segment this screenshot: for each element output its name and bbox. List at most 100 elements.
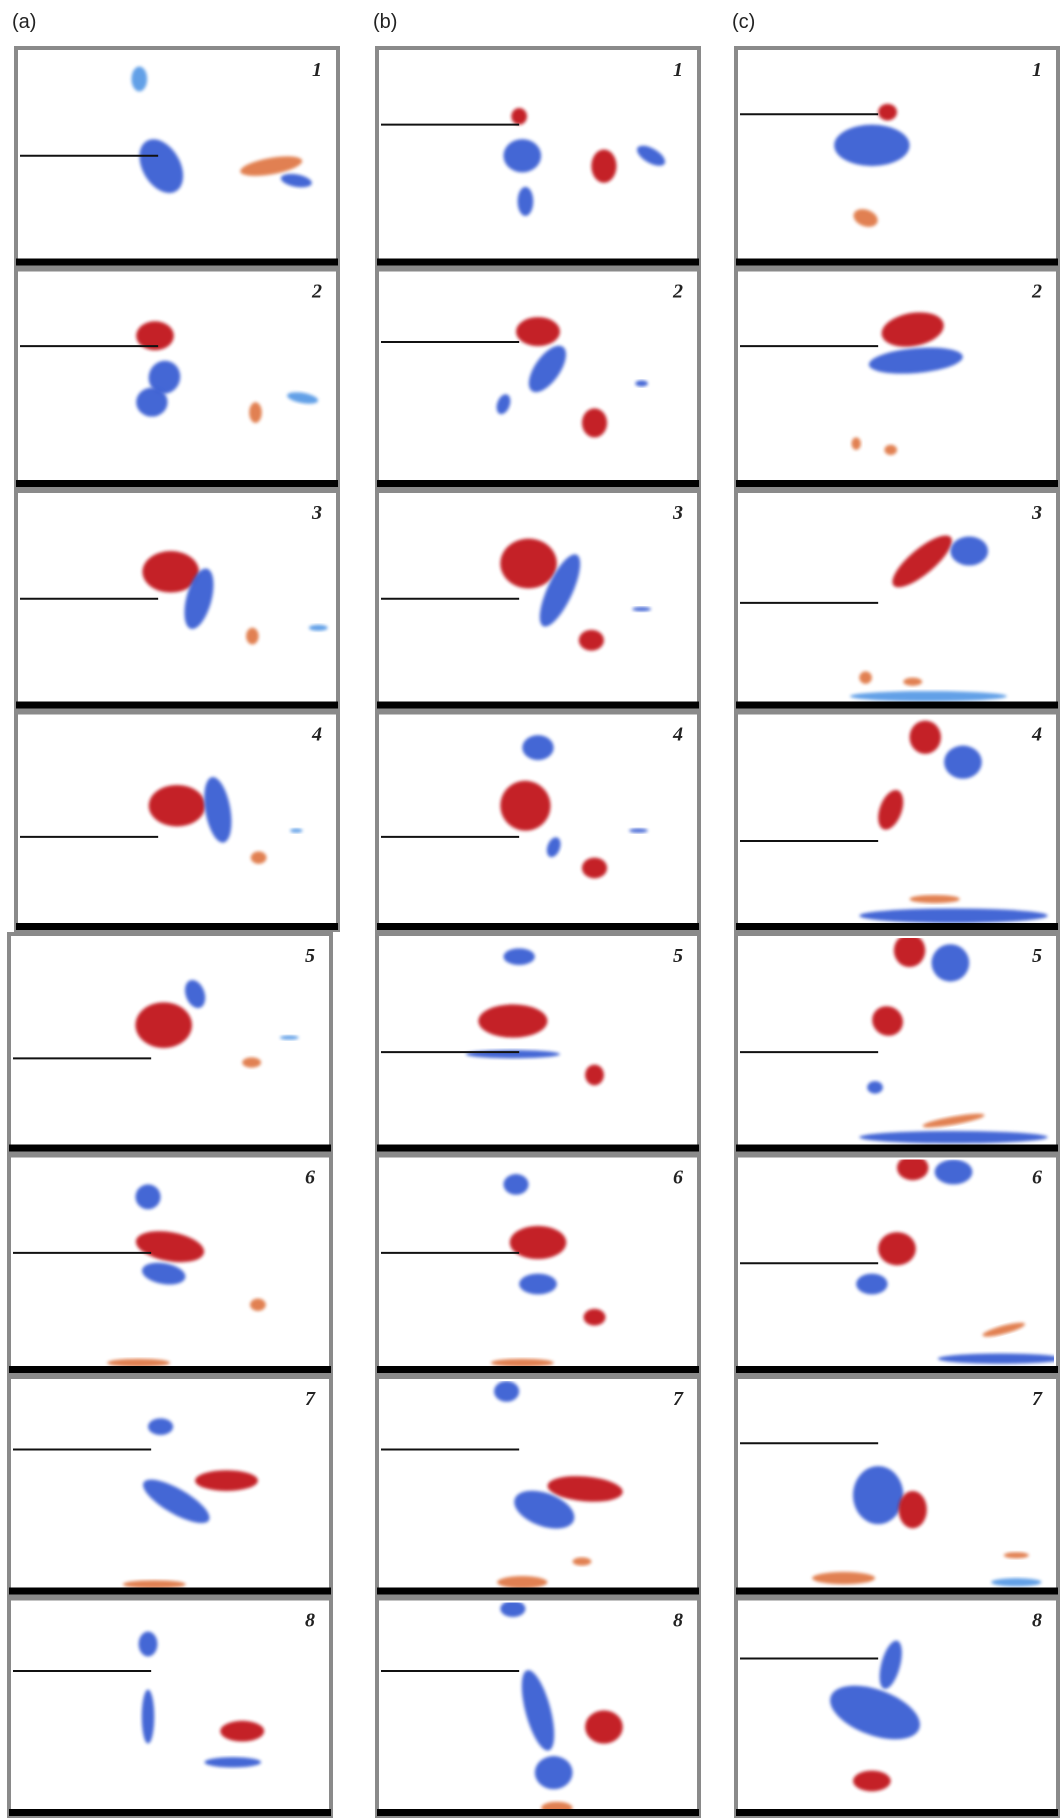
vortex-blob: [500, 780, 551, 831]
vortex-blob: [503, 948, 535, 965]
vortex-blob: [500, 538, 557, 589]
vortex-blob: [934, 1159, 973, 1185]
vortex-blob: [308, 624, 328, 631]
vortex-blob: [246, 627, 259, 645]
vortex-blob: [141, 1689, 155, 1744]
vortex-field: [107, 1184, 266, 1367]
vortex-blob: [853, 1770, 891, 1792]
vortex-blob: [240, 156, 303, 176]
vortex-blob: [148, 360, 181, 394]
ground: [377, 1366, 699, 1373]
vortex-blob: [581, 857, 608, 879]
vortex-blob: [497, 1576, 548, 1589]
ground: [16, 480, 338, 487]
vortex-blob: [585, 1064, 604, 1086]
ground: [9, 1809, 331, 1816]
vortex-blob: [591, 149, 617, 183]
ground: [377, 480, 699, 487]
vortex-blob: [250, 851, 267, 864]
vortex-blob: [500, 1602, 526, 1618]
panel: 1: [734, 46, 1060, 268]
panel: 2: [734, 267, 1060, 489]
vortex-blob: [184, 568, 214, 629]
vortex-blob: [922, 1113, 985, 1128]
vortex-blob: [287, 392, 319, 404]
vortex-field: [856, 1159, 1054, 1364]
vortex-blob: [290, 828, 303, 833]
vortex-blob: [581, 408, 608, 438]
vortex-blob: [521, 1670, 555, 1751]
vortex-blob: [937, 1353, 1054, 1364]
vortex-blob: [204, 1757, 262, 1768]
vortex-blob: [143, 1479, 210, 1524]
panel: 7: [7, 1375, 333, 1597]
vortex-blob: [135, 1231, 205, 1263]
vortex-blob: [250, 1298, 266, 1311]
vortex-blob: [853, 1466, 904, 1525]
vortex-blob: [138, 1631, 158, 1657]
ground: [736, 1587, 1058, 1595]
vortex-blob: [878, 1232, 916, 1266]
panel-number: 5: [305, 945, 315, 967]
vortex-field: [131, 66, 312, 193]
panel: 3: [375, 489, 701, 711]
vortex-blob: [204, 777, 232, 843]
vortex-blob: [878, 103, 898, 121]
vortex-field: [135, 980, 299, 1068]
vortex-blob: [931, 944, 970, 982]
panel-number: 6: [305, 1167, 315, 1189]
vortex-blob: [279, 1035, 299, 1040]
vortex-blob: [944, 745, 982, 779]
panel: 2: [14, 267, 340, 489]
vortex-blob: [898, 1490, 927, 1529]
vortex-blob: [148, 784, 206, 827]
panel: 5: [734, 932, 1060, 1154]
vortex-blob: [879, 1640, 902, 1689]
vortex-blob: [872, 1006, 903, 1036]
panel: 8: [7, 1596, 333, 1818]
panel-number: 1: [312, 59, 322, 81]
panel-number: 3: [1031, 502, 1042, 524]
vortex-blob: [583, 1308, 606, 1326]
panel-number: 7: [673, 1388, 684, 1410]
vortex-blob: [856, 1273, 888, 1295]
ground: [9, 1587, 331, 1595]
vortex-field: [851, 312, 963, 456]
panel-number: 4: [1031, 724, 1042, 746]
panel-number: 1: [673, 59, 683, 81]
vortex-blob: [142, 551, 199, 593]
panel: 4: [375, 710, 701, 932]
vortex-blob: [503, 1174, 529, 1195]
panel-frame: [375, 1375, 701, 1597]
panel-frame: [14, 710, 340, 932]
vortex-field: [812, 1466, 1042, 1587]
panel: 6: [7, 1153, 333, 1375]
panel-number: 4: [672, 724, 683, 746]
panel: 1: [375, 46, 701, 268]
vortex-blob: [280, 173, 312, 188]
vortex-blob: [514, 1490, 575, 1529]
panel-frame: [734, 489, 1060, 711]
vortex-field: [496, 317, 648, 438]
vortex-field: [834, 103, 910, 227]
panel: 3: [14, 489, 340, 711]
vortex-blob: [249, 402, 262, 423]
vortex-blob: [220, 1720, 265, 1742]
ground: [377, 258, 699, 266]
vortex-field: [494, 1381, 623, 1589]
panel: 2: [375, 267, 701, 489]
vortex-blob: [859, 671, 872, 684]
vortex-blob: [859, 1130, 1048, 1144]
vortex-blob: [516, 317, 560, 347]
vortex-blob: [122, 1580, 186, 1589]
vortex-blob: [578, 629, 604, 651]
vortex-blob: [884, 444, 897, 456]
vortex-field: [138, 1631, 265, 1768]
vortex-blob: [909, 720, 941, 754]
vortex-blob: [496, 394, 511, 415]
vortex-blob: [511, 108, 528, 125]
vortex-blob: [195, 1470, 258, 1491]
vortex-blob: [1003, 1552, 1029, 1559]
